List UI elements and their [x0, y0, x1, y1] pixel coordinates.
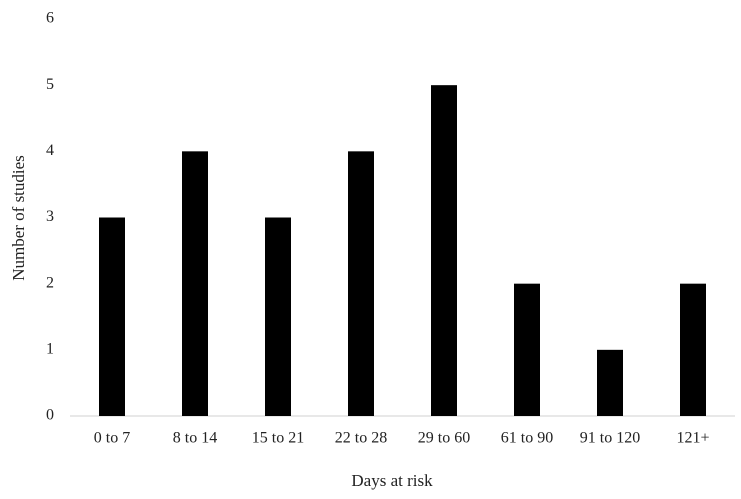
- x-axis-label: Days at risk: [351, 471, 433, 490]
- bar: [99, 217, 125, 416]
- y-tick-label: 0: [46, 407, 54, 424]
- y-tick-label: 5: [46, 76, 54, 93]
- bar: [597, 349, 623, 416]
- y-tick-label: 4: [46, 142, 54, 159]
- x-tick-label: 0 to 7: [94, 430, 130, 447]
- bar: [265, 217, 291, 416]
- y-tick-label: 1: [46, 341, 54, 358]
- x-tick-label: 29 to 60: [418, 430, 470, 447]
- y-tick-label: 6: [46, 10, 54, 27]
- x-tick-label: 22 to 28: [335, 430, 387, 447]
- bar: [348, 151, 374, 417]
- bar: [514, 283, 540, 416]
- x-tick-label: 91 to 120: [580, 430, 640, 447]
- bar: [431, 85, 457, 417]
- bar: [182, 151, 208, 417]
- y-tick-label: 2: [46, 274, 54, 291]
- x-tick-label: 15 to 21: [252, 430, 304, 447]
- bar: [680, 283, 706, 416]
- y-axis-label: Number of studies: [9, 155, 28, 281]
- x-tick-label: 61 to 90: [501, 430, 553, 447]
- y-tick-label: 3: [46, 208, 54, 225]
- x-tick-label: 121+: [676, 430, 709, 447]
- x-tick-label: 8 to 14: [173, 430, 217, 447]
